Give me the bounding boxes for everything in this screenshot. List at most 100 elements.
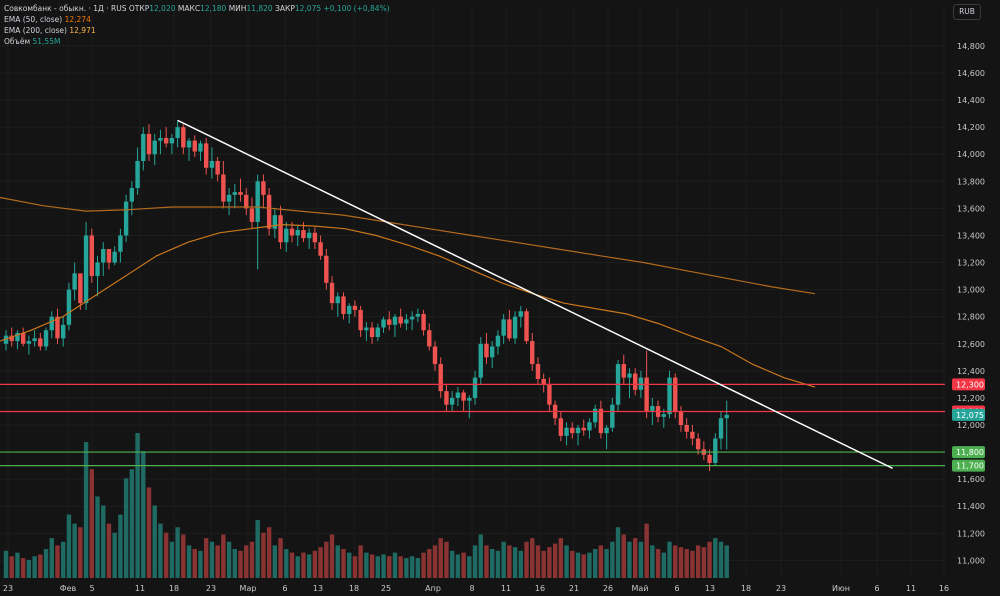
volume-bar <box>209 541 215 578</box>
y-tick-label: 12,400 <box>957 367 985 376</box>
candle-body <box>9 335 14 342</box>
candle-body <box>255 181 260 222</box>
svg-text:11,800: 11,800 <box>956 448 984 457</box>
candle-body <box>158 137 163 141</box>
candle-body <box>78 273 83 304</box>
x-tick-label: 11 <box>906 584 916 593</box>
candle-body <box>221 174 226 202</box>
level-badge-resistance: 12,300 <box>952 378 985 391</box>
ema200-legend[interactable]: EMA (200, close) 12,971 <box>4 25 390 36</box>
volume-bar <box>478 534 483 578</box>
currency-button[interactable]: RUB <box>953 4 981 20</box>
volume-bar <box>181 534 186 578</box>
volume-label: Объём <box>4 37 31 46</box>
volume-bar <box>49 538 54 578</box>
candle-body <box>638 377 644 390</box>
volume-bar <box>673 545 678 578</box>
volume-bar <box>404 558 409 578</box>
candle-body <box>15 332 20 342</box>
volume-bar <box>633 538 638 578</box>
volume-bar <box>66 514 72 578</box>
candle-body <box>135 160 140 189</box>
volume-bar <box>587 552 592 578</box>
y-tick-label: 12,000 <box>957 421 985 430</box>
candle-body <box>495 335 501 347</box>
ema50-legend[interactable]: EMA (50, close) 12,274 <box>4 14 390 25</box>
candle-body <box>66 289 72 325</box>
volume-bar <box>141 451 146 578</box>
candle-body <box>249 208 255 222</box>
candle-body <box>186 140 192 148</box>
candle-body <box>678 411 684 426</box>
candle-body <box>575 427 581 434</box>
candle-body <box>467 397 472 401</box>
volume-legend[interactable]: Объём 51,55M <box>4 36 390 47</box>
y-tick-label: 13,000 <box>957 286 985 295</box>
candle-body <box>535 364 541 379</box>
svg-text:12,300: 12,300 <box>956 380 984 389</box>
volume-bar <box>610 541 615 578</box>
candle-body <box>507 319 512 339</box>
candle-body <box>123 201 129 236</box>
volume-bar <box>449 550 455 578</box>
candle-body <box>409 316 415 320</box>
candle-body <box>152 140 157 155</box>
candle-body <box>358 309 363 331</box>
volume-bar <box>507 545 512 578</box>
y-tick-label: 14,000 <box>957 150 985 159</box>
candle-body <box>547 384 552 405</box>
price-axis: 14,800 14,600 14,400 14,200 14,000 13,800 13,6… <box>957 42 985 565</box>
candle-body <box>101 248 106 263</box>
candle-body <box>718 418 724 439</box>
volume-bar <box>38 554 43 578</box>
volume-bar <box>541 550 546 578</box>
volume-bar <box>152 505 157 578</box>
volume-bar <box>415 558 421 578</box>
volume-bar <box>83 442 89 578</box>
volume-bar <box>106 523 112 578</box>
candle-body <box>438 364 443 392</box>
candle-body <box>610 404 615 428</box>
candle-body <box>421 313 426 331</box>
volume-bar <box>118 514 123 578</box>
volume-bar <box>20 558 26 578</box>
volume-bar <box>535 545 541 578</box>
y-tick-label: 13,600 <box>957 204 985 213</box>
candle-body <box>61 324 66 339</box>
volume-bar <box>192 549 197 578</box>
volume-bar <box>347 552 352 578</box>
volume-bar <box>318 547 323 578</box>
candle-body <box>564 427 569 436</box>
volume-bar <box>621 534 626 578</box>
volume-bar <box>255 520 260 578</box>
y-tick-label: 14,600 <box>957 69 985 78</box>
candle-body <box>512 316 518 339</box>
volume-bar <box>375 556 380 578</box>
candle-body <box>55 316 60 339</box>
volume-bar <box>289 552 295 578</box>
x-tick-label: Май <box>631 584 648 593</box>
volume-bar <box>364 552 369 578</box>
candle-body <box>169 137 175 144</box>
symbol-title[interactable]: Совкомбанк - обыкн. · 1Д · RUS <box>4 4 127 13</box>
volume-bar <box>564 545 569 578</box>
x-tick-label: 5 <box>89 584 94 593</box>
volume-bar <box>278 538 283 578</box>
candle-body <box>707 454 712 463</box>
svg-text:11,700: 11,700 <box>956 462 984 471</box>
candle-body <box>32 338 37 342</box>
volume-bar <box>61 541 66 578</box>
candle-body <box>3 335 9 344</box>
candle-body <box>449 397 455 405</box>
volume-bar <box>89 469 94 578</box>
volume-bar <box>461 552 466 578</box>
volume-bar <box>598 545 604 578</box>
x-tick-label: 23 <box>776 584 786 593</box>
volume-bar <box>306 554 312 578</box>
volume-bar <box>158 523 163 578</box>
x-tick-label: 25 <box>381 584 391 593</box>
ema50-label: EMA (50, close) <box>4 15 63 24</box>
candle-body <box>524 311 529 342</box>
